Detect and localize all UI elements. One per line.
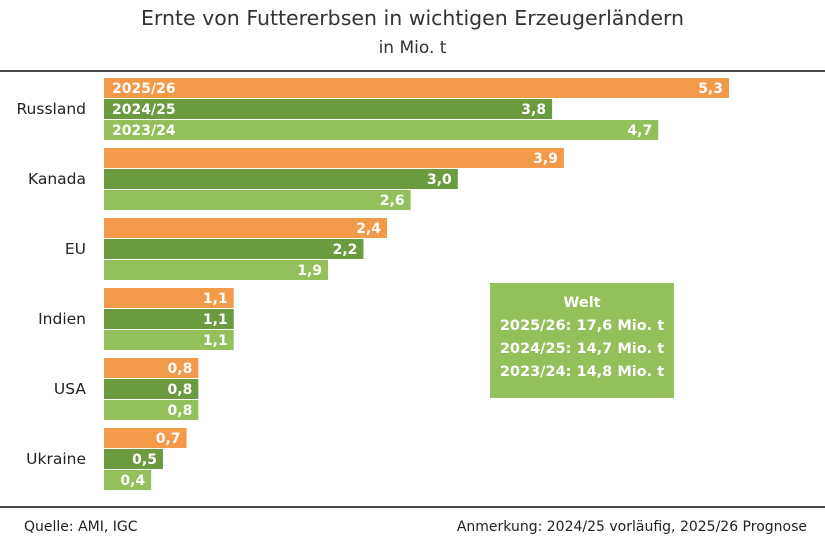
data-label: 1,1 <box>203 333 228 349</box>
data-label: 3,8 <box>521 102 546 118</box>
series-label: 2025/26 <box>112 81 176 97</box>
data-label: 5,3 <box>698 81 723 97</box>
data-label: 2,2 <box>333 242 358 258</box>
chart-title: Ernte von Futtererbsen in wichtigen Erze… <box>140 6 685 30</box>
chart-subtitle: in Mio. t <box>378 38 447 58</box>
series-label: 2023/24 <box>112 123 176 139</box>
bar <box>104 358 199 378</box>
bar <box>104 120 659 140</box>
bar <box>104 218 388 238</box>
category-label: EU <box>65 240 86 258</box>
bar <box>104 78 729 98</box>
bar <box>104 99 553 119</box>
bar <box>104 428 187 448</box>
bar <box>104 169 458 189</box>
data-label: 0,8 <box>168 403 193 419</box>
bar <box>104 190 411 210</box>
data-label: 4,7 <box>627 123 652 139</box>
bar <box>104 470 152 490</box>
bar <box>104 309 234 329</box>
category-label: Kanada <box>28 170 86 188</box>
data-label: 0,8 <box>168 361 193 377</box>
world-total-2023: 2023/24: 14,8 Mio. t <box>499 364 665 380</box>
annotation-note: Anmerkung: 2024/25 vorläufig, 2025/26 Pr… <box>456 519 807 535</box>
series-label: 2024/25 <box>112 102 176 118</box>
world-total-title: Welt <box>563 295 601 311</box>
category-label: USA <box>54 380 86 398</box>
world-total-2025: 2025/26: 17,6 Mio. t <box>499 318 665 334</box>
bar <box>104 400 199 420</box>
data-label: 2,4 <box>356 221 381 237</box>
data-label: 2,6 <box>380 193 405 209</box>
data-label: 1,1 <box>203 291 228 307</box>
source-note: Quelle: AMI, IGC <box>24 519 138 535</box>
category-label: Russland <box>16 100 86 118</box>
bar <box>104 260 329 280</box>
bar <box>104 288 234 308</box>
data-label: 0,8 <box>168 382 193 398</box>
bar <box>104 239 364 259</box>
data-label: 3,9 <box>533 151 558 167</box>
bar <box>104 148 564 168</box>
data-label: 0,7 <box>156 431 181 447</box>
bar <box>104 330 234 350</box>
data-label: 1,1 <box>203 312 228 328</box>
world-total-box: Welt 2025/26: 17,6 Mio. t 2024/25: 14,7 … <box>490 283 674 398</box>
data-label: 1,9 <box>297 263 322 279</box>
top-rule <box>0 70 825 72</box>
data-label: 0,4 <box>120 473 145 489</box>
category-label: Indien <box>38 310 86 328</box>
data-label: 0,5 <box>132 452 157 468</box>
data-label: 3,0 <box>427 172 452 188</box>
category-label: Ukraine <box>26 450 86 468</box>
bar <box>104 449 163 469</box>
bottom-rule <box>0 506 825 508</box>
bar <box>104 379 199 399</box>
world-total-2024: 2024/25: 14,7 Mio. t <box>499 341 665 357</box>
